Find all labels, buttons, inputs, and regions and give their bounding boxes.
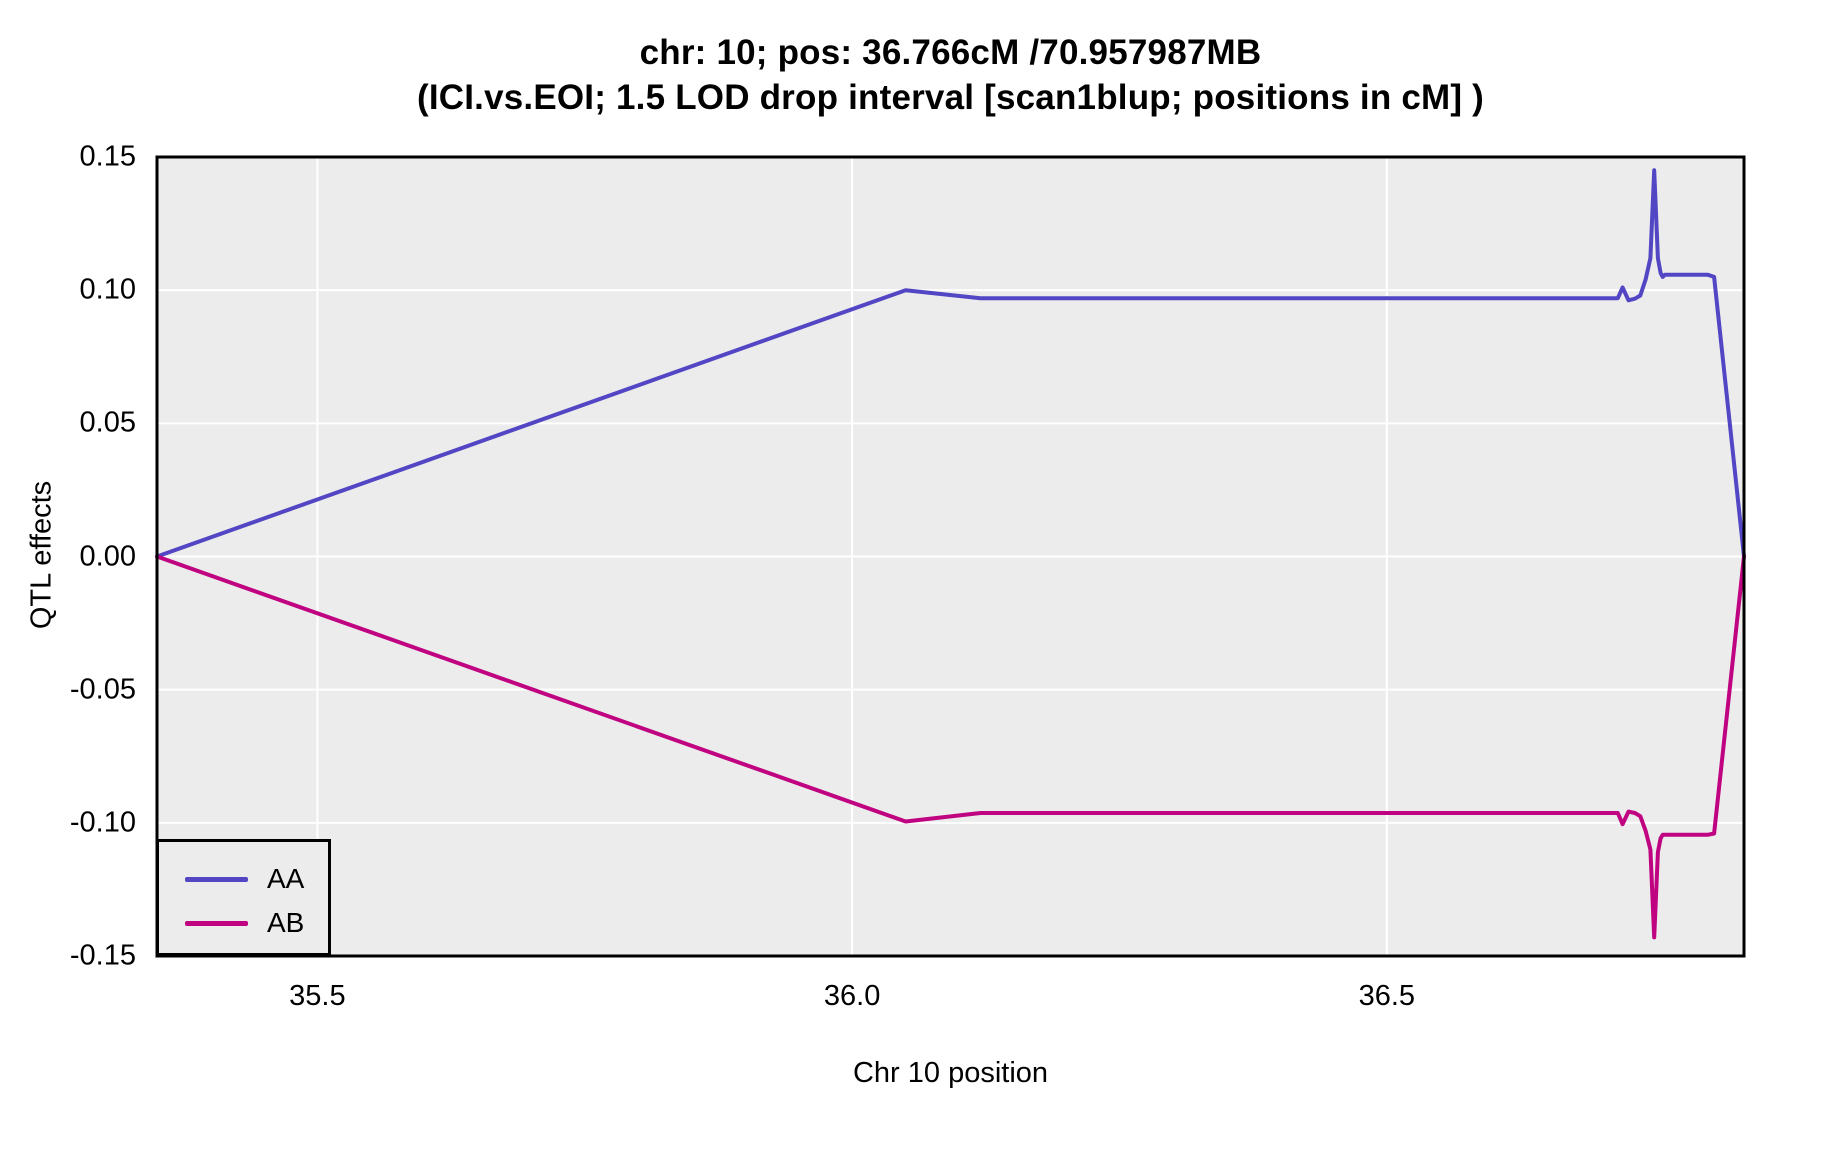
x-tick-label: 36.0 bbox=[823, 980, 881, 1012]
legend-line-swatch-aa bbox=[185, 876, 248, 882]
x-axis-title: Chr 10 position bbox=[852, 1057, 1049, 1089]
legend-line-swatch-ab bbox=[185, 920, 248, 926]
y-tick-label: 0.00 bbox=[79, 540, 136, 572]
y-tick-label: 0.10 bbox=[79, 273, 136, 306]
y-tick-label: 0.15 bbox=[79, 140, 136, 173]
legend-box: AA AB bbox=[156, 839, 331, 956]
y-tick-label: -0.15 bbox=[69, 939, 136, 972]
y-tick-label: 0.05 bbox=[79, 406, 136, 439]
legend-item-ab: AB bbox=[159, 901, 328, 945]
chart-title: chr: 10; pos: 36.766cM /70.957987MB bbox=[639, 33, 1262, 72]
plot-panel-border bbox=[155, 155, 1746, 958]
legend-item-aa: AA bbox=[159, 857, 328, 901]
legend-label-aa: AA bbox=[267, 863, 305, 894]
chart-subtitle: (ICI.vs.EOI; 1.5 LOD drop interval [scan… bbox=[416, 78, 1485, 117]
series-line-ab bbox=[155, 554, 1746, 940]
y-tick-label: -0.05 bbox=[69, 673, 136, 706]
x-tick-label: 35.5 bbox=[289, 980, 346, 1012]
series-line-aa bbox=[155, 168, 1746, 559]
chart-title-block: chr: 10; pos: 36.766cM /70.957987MB (ICI… bbox=[157, 30, 1744, 120]
y-tick-label: -0.10 bbox=[69, 806, 136, 839]
legend-label-ab: AB bbox=[267, 907, 305, 938]
x-tick-label: 36.5 bbox=[1358, 980, 1416, 1012]
